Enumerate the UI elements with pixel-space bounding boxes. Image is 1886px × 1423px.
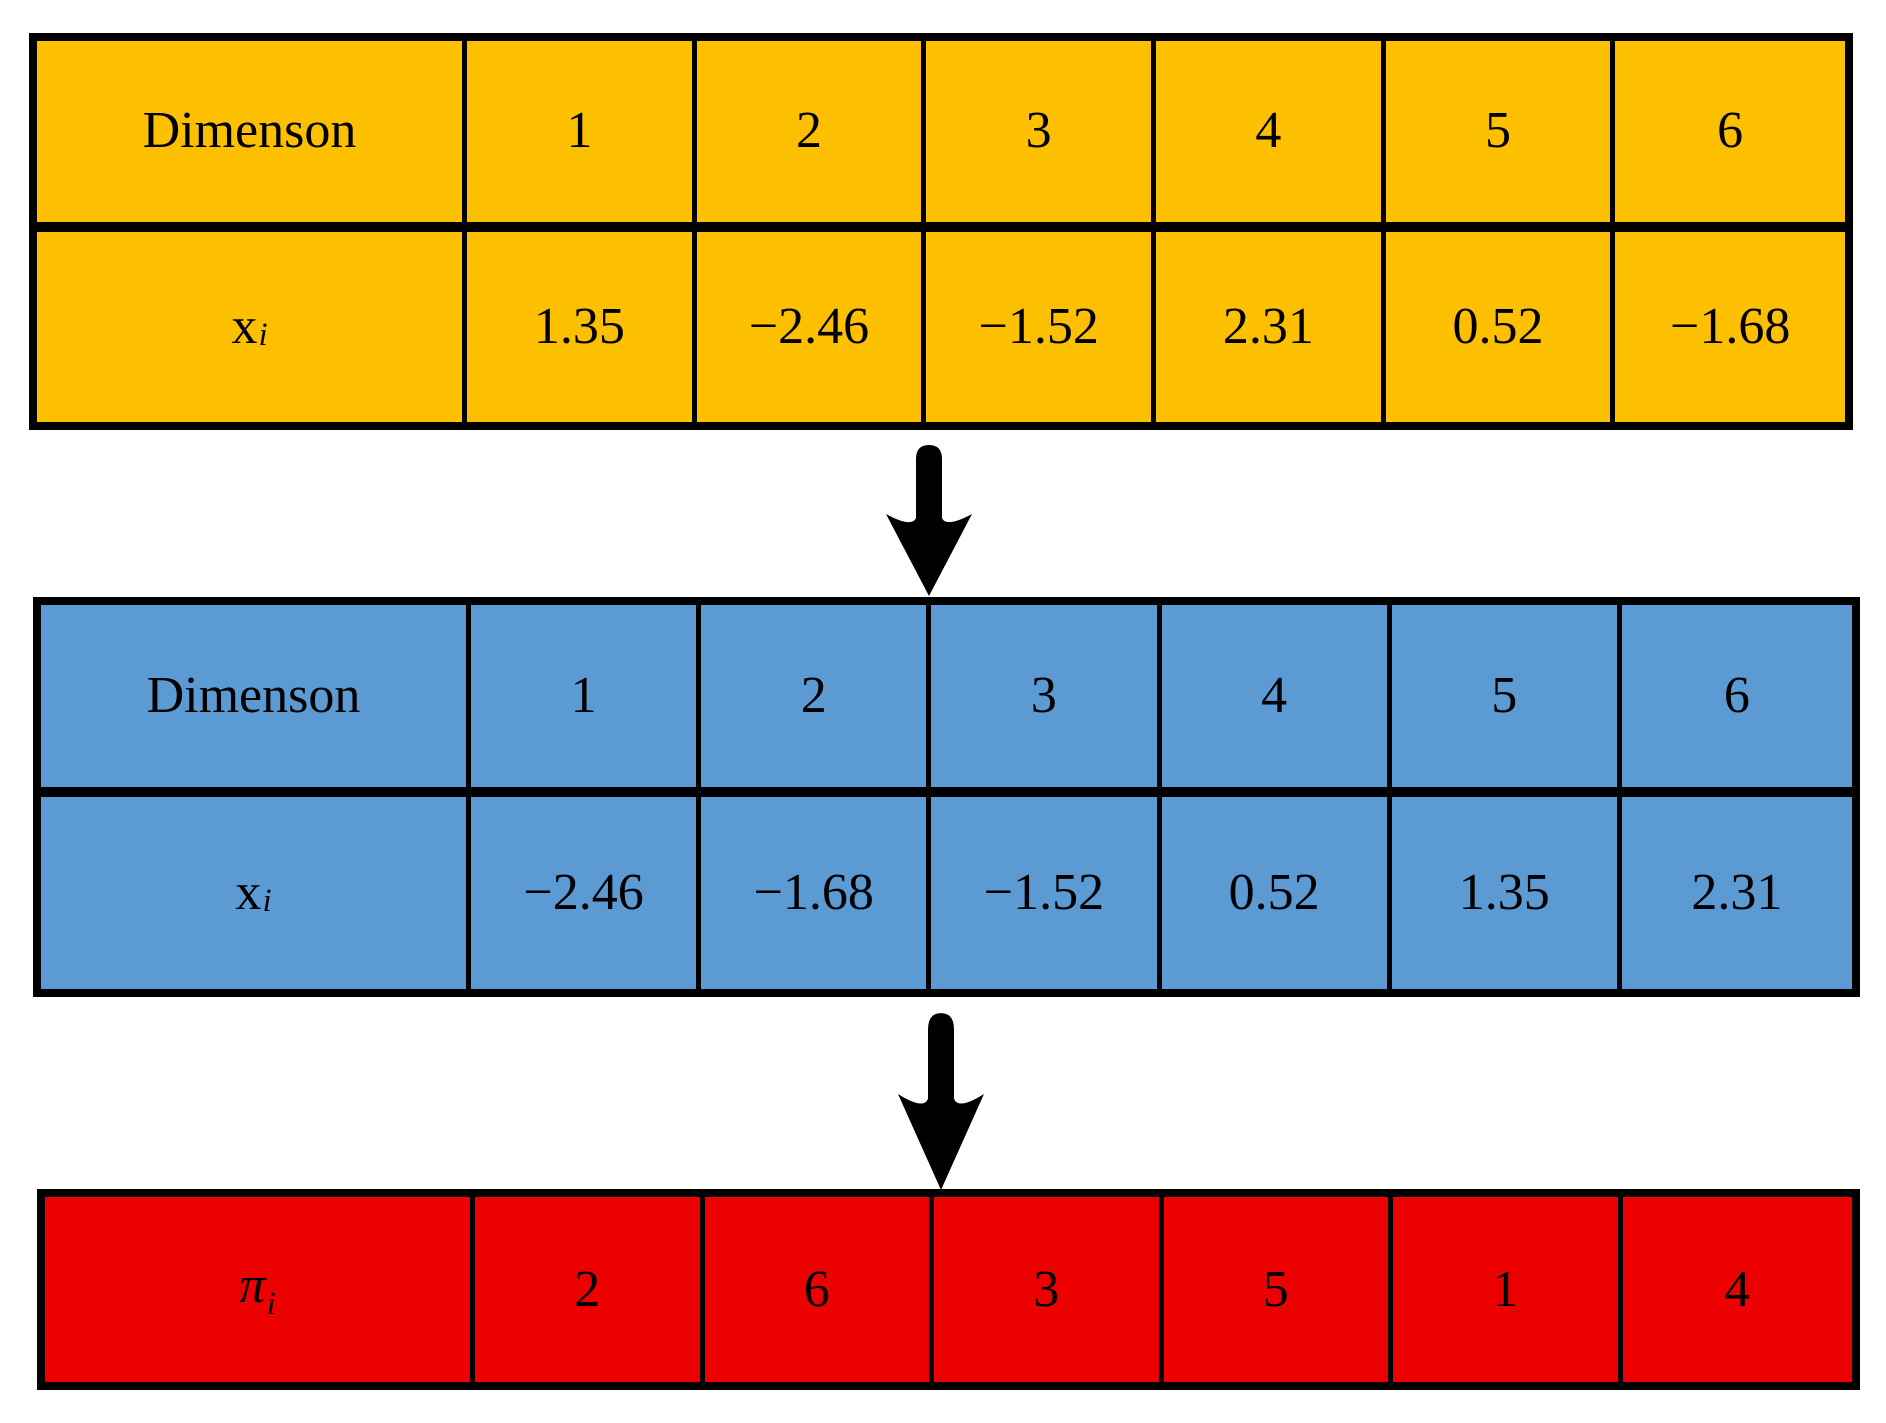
xi-row-label-cell: xi [41, 797, 471, 989]
down-arrow-icon [896, 1012, 986, 1190]
dimension-col-5: 5 [1391, 605, 1622, 797]
pi-value-6: 4 [1622, 1197, 1852, 1382]
xi-value-5: 0.52 [1385, 231, 1616, 422]
pi-value-4: 5 [1163, 1197, 1393, 1382]
sorted-vector-table: Dimenson 1 2 3 4 5 6 xi −2.46 −1.68 −1.5… [33, 597, 1860, 997]
xi-value-3: −1.52 [926, 231, 1156, 422]
pi-value-2: 6 [704, 1197, 934, 1382]
dimension-col-4: 4 [1161, 605, 1392, 797]
dimension-header-cell: Dimenson [37, 41, 467, 232]
dimension-col-1: 1 [471, 605, 702, 797]
xi-row-label: xi [231, 297, 268, 355]
dimension-header-cell: Dimenson [41, 605, 471, 797]
xi-value-3: −1.52 [931, 797, 1162, 989]
xi-row-label-cell: xi [37, 231, 467, 422]
xi-value-2: −2.46 [696, 231, 927, 422]
dimension-col-4: 4 [1156, 41, 1386, 232]
down-arrow-icon [884, 444, 974, 596]
dimension-col-6: 6 [1621, 605, 1852, 797]
xi-value-6: 2.31 [1621, 797, 1852, 989]
xi-value-1: −2.46 [471, 797, 702, 989]
pi-value-3: 3 [934, 1197, 1164, 1382]
dimension-col-2: 2 [696, 41, 927, 232]
xi-row-label: xi [235, 864, 272, 921]
pi-value-1: 2 [475, 1197, 705, 1382]
xi-value-2: −1.68 [701, 797, 932, 989]
dimension-col-3: 3 [931, 605, 1162, 797]
dimension-header-label: Dimenson [146, 667, 361, 724]
xi-value-4: 2.31 [1156, 231, 1386, 422]
pi-row-label: πi [239, 1256, 276, 1321]
pi-row-label-cell: πi [45, 1197, 475, 1382]
xi-value-6: −1.68 [1615, 231, 1845, 422]
dimension-col-2: 2 [701, 605, 932, 797]
dimension-col-5: 5 [1385, 41, 1616, 232]
xi-value-5: 1.35 [1391, 797, 1622, 989]
original-vector-table: Dimenson 1 2 3 4 5 6 xi 1.35 −2.46 −1.52… [29, 33, 1853, 430]
dimension-col-1: 1 [467, 41, 697, 232]
dimension-header-label: Dimenson [142, 102, 357, 160]
xi-value-1: 1.35 [467, 231, 697, 422]
xi-value-4: 0.52 [1161, 797, 1392, 989]
dimension-col-6: 6 [1615, 41, 1845, 232]
permutation-table: πi 2 6 3 5 1 4 [37, 1189, 1860, 1390]
dimension-col-3: 3 [926, 41, 1156, 232]
pi-value-5: 1 [1393, 1197, 1623, 1382]
